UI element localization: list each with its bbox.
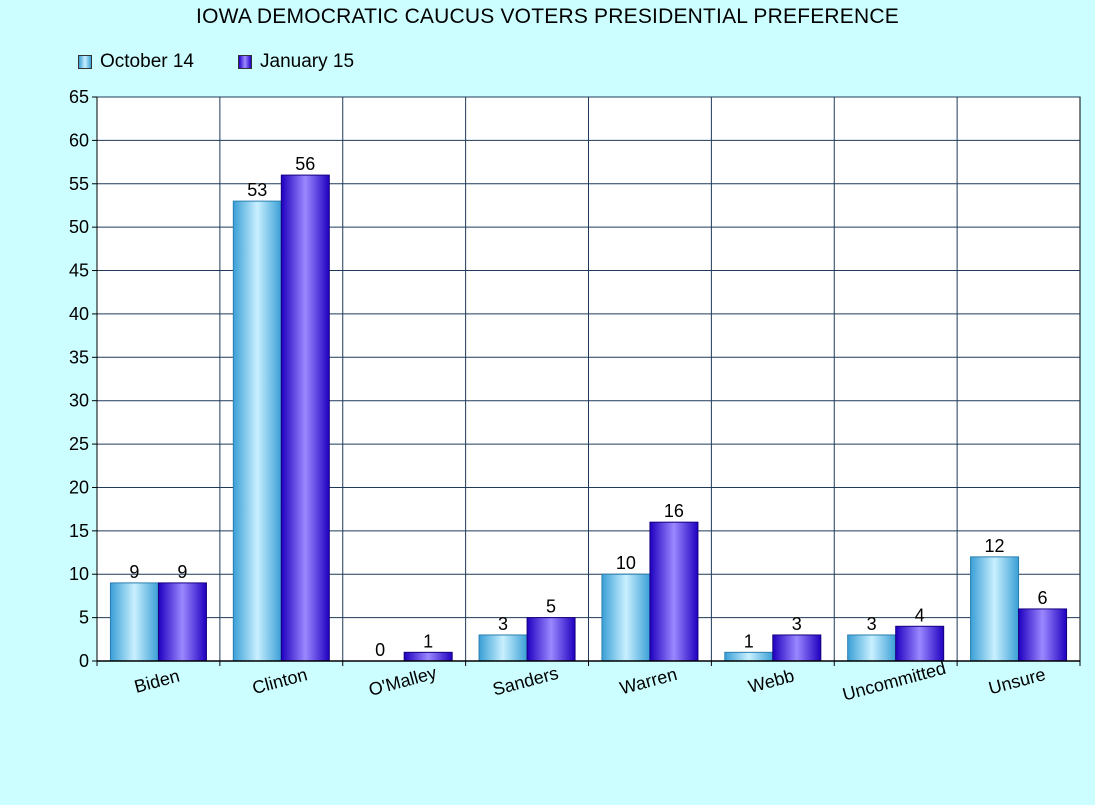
y-tick-label: 65 (69, 87, 89, 107)
data-label: 9 (177, 562, 187, 582)
x-tick-label: Webb (746, 666, 796, 697)
x-tick-label: Warren (618, 664, 680, 698)
bar-biden-series-0 (109, 582, 159, 662)
bar-sanders-series-1 (526, 617, 576, 662)
bar-unsure-series-0 (970, 556, 1020, 662)
bar-webb-series-0 (724, 651, 774, 662)
y-tick-label: 45 (69, 261, 89, 281)
bar-biden-series-1 (157, 582, 207, 662)
bar-omalley-series-1 (403, 651, 453, 662)
data-label: 0 (375, 640, 385, 660)
bar-unsure-series-1 (1018, 608, 1068, 662)
data-label: 3 (498, 614, 508, 634)
data-label: 3 (792, 614, 802, 634)
x-tick-label: Unsure (986, 664, 1047, 698)
legend: October 14 January 15 (78, 51, 398, 73)
y-tick-label: 35 (69, 347, 89, 367)
bar-warren-series-1 (649, 521, 699, 662)
data-label: 1 (423, 631, 433, 651)
y-tick-label: 40 (69, 304, 89, 324)
data-label: 5 (546, 597, 556, 617)
bar-clinton-series-1 (280, 174, 330, 662)
y-tick-label: 55 (69, 174, 89, 194)
y-tick-label: 15 (69, 521, 89, 541)
legend-label-october-14: October 14 (100, 51, 194, 72)
data-label: 56 (295, 154, 315, 174)
bars-layer (109, 174, 1068, 662)
legend-item-january-15: January 15 (238, 51, 354, 73)
bar-sanders-series-0 (478, 634, 528, 662)
data-label: 1 (744, 631, 754, 651)
x-tick-label: Biden (132, 666, 182, 697)
chart-title: IOWA DEMOCRATIC CAUCUS VOTERS PRESIDENTI… (196, 5, 899, 28)
bar-uncommitted-series-1 (895, 625, 945, 662)
y-tick-label: 50 (69, 217, 89, 237)
y-tick-label: 10 (69, 564, 89, 584)
legend-label-january-15: January 15 (260, 51, 355, 72)
bar-uncommitted-series-0 (847, 634, 897, 662)
data-label: 16 (664, 501, 684, 521)
x-tick-label: Clinton (250, 664, 309, 698)
data-label: 3 (867, 614, 877, 634)
y-tick-label: 30 (69, 391, 89, 411)
legend-swatch-october-14 (78, 55, 92, 69)
y-tick-label: 0 (79, 651, 89, 671)
y-tick-label: 5 (79, 608, 89, 628)
y-tick-label: 60 (69, 130, 89, 150)
data-label: 9 (129, 562, 139, 582)
bar-clinton-series-0 (232, 200, 282, 662)
bar-webb-series-1 (772, 634, 822, 662)
data-label: 4 (915, 605, 925, 625)
bar-warren-series-0 (601, 573, 651, 662)
legend-item-october-14: October 14 (78, 51, 194, 73)
data-label: 12 (985, 536, 1005, 556)
x-tick-label: O'Malley (367, 663, 439, 700)
data-label: 53 (247, 180, 267, 200)
y-tick-label: 25 (69, 434, 89, 454)
x-tick-label: Sanders (491, 663, 561, 700)
data-label: 6 (1038, 588, 1048, 608)
x-tick-label: Uncommitted (840, 658, 948, 705)
legend-swatch-january-15 (238, 55, 252, 69)
data-label: 10 (616, 553, 636, 573)
y-tick-label: 20 (69, 477, 89, 497)
